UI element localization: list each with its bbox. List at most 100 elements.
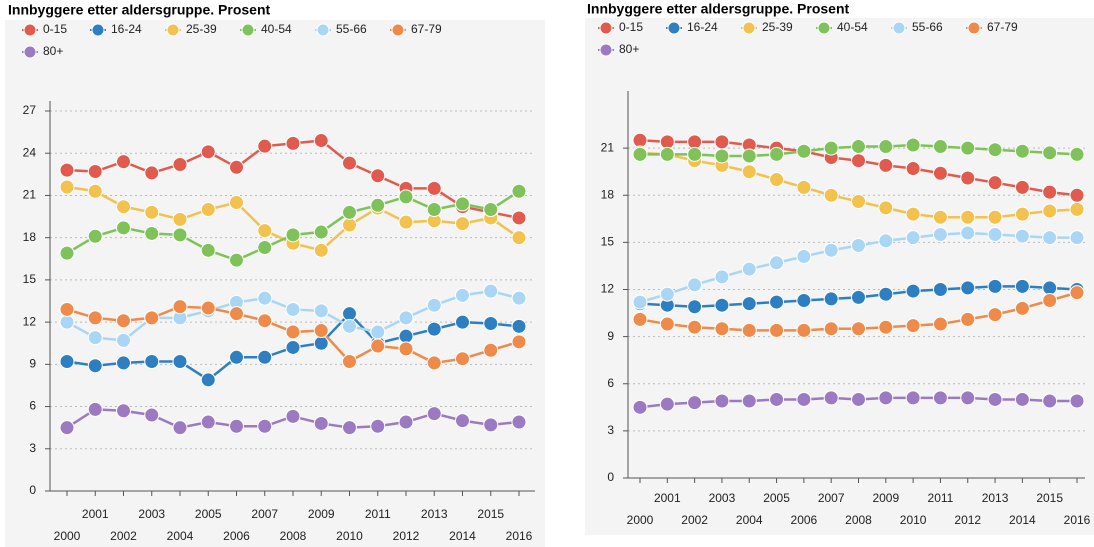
data-point — [398, 414, 414, 430]
data-point — [960, 280, 976, 296]
legend-marker — [599, 43, 613, 57]
legend-marker — [23, 23, 37, 37]
x-tick-label: 2014 — [1009, 513, 1036, 527]
data-point — [172, 156, 188, 172]
data-point — [714, 393, 730, 409]
data-point — [172, 420, 188, 436]
data-point — [632, 311, 648, 327]
legend-marker — [316, 23, 330, 37]
y-tick-label: 6 — [607, 376, 614, 390]
legend-marker — [166, 23, 180, 37]
data-point — [905, 318, 921, 334]
data-point — [687, 134, 703, 150]
data-point — [796, 179, 812, 195]
data-point — [398, 214, 414, 230]
data-point — [851, 391, 866, 407]
data-point — [116, 313, 131, 329]
data-point — [172, 227, 188, 243]
data-point — [370, 324, 386, 340]
data-point — [229, 349, 244, 365]
y-tick-label: 12 — [23, 314, 37, 328]
data-point — [823, 321, 839, 337]
y-tick-label: 9 — [607, 329, 614, 343]
x-tick-label: 2007 — [251, 507, 278, 521]
data-point — [741, 148, 757, 164]
data-point — [987, 278, 1003, 294]
data-point — [200, 202, 216, 218]
data-point — [960, 209, 976, 225]
data-point — [932, 390, 948, 406]
y-tick-label: 12 — [601, 282, 615, 296]
x-tick-label: 2016 — [1064, 513, 1091, 527]
data-point — [987, 175, 1003, 191]
data-point — [851, 194, 866, 210]
data-point — [342, 354, 357, 370]
data-point — [144, 354, 160, 370]
data-point — [87, 401, 103, 417]
data-point — [172, 211, 188, 227]
x-tick-label: 2007 — [818, 491, 845, 505]
data-point — [200, 144, 216, 160]
data-point — [851, 238, 866, 254]
data-point — [632, 399, 648, 415]
data-point — [285, 324, 301, 340]
data-point — [796, 143, 812, 159]
legend-label: 25-39 — [762, 20, 793, 34]
data-point — [796, 322, 812, 338]
data-point — [1014, 300, 1030, 316]
legend-label: 67-79 — [987, 20, 1018, 34]
panel-bg — [5, 20, 545, 547]
x-tick-label: 2002 — [110, 529, 137, 543]
x-tick-label: 2001 — [82, 507, 109, 521]
data-point — [823, 187, 839, 203]
legend-marker — [667, 21, 681, 35]
data-point — [769, 146, 785, 162]
data-point — [511, 414, 527, 430]
data-point — [398, 189, 414, 205]
data-point — [823, 390, 839, 406]
data-point — [1014, 143, 1030, 159]
data-point — [342, 420, 357, 436]
data-point — [87, 358, 103, 374]
data-point — [229, 252, 244, 268]
x-tick-label: 2006 — [791, 513, 818, 527]
data-point — [313, 415, 329, 431]
chart-title: Innbyggere etter aldersgruppe. Prosent — [587, 1, 850, 17]
data-point — [200, 300, 216, 316]
data-point — [905, 230, 921, 246]
x-tick-label: 2011 — [365, 507, 391, 521]
data-point — [960, 225, 976, 241]
legend-marker — [391, 23, 405, 37]
data-point — [714, 148, 730, 164]
x-tick-label: 2016 — [506, 529, 533, 543]
x-tick-label: 2014 — [449, 529, 476, 543]
data-point — [511, 230, 527, 246]
data-point — [878, 286, 894, 302]
data-point — [313, 323, 329, 339]
data-point — [960, 140, 976, 156]
legend-marker — [241, 23, 255, 37]
data-point — [455, 314, 470, 330]
data-point — [257, 138, 273, 154]
data-point — [851, 289, 866, 305]
y-tick-label: 0 — [29, 483, 36, 497]
data-point — [59, 245, 75, 261]
data-point — [823, 140, 839, 156]
data-point — [687, 319, 703, 335]
data-point — [342, 155, 357, 171]
data-point — [932, 316, 948, 332]
data-point — [483, 417, 499, 433]
data-point — [144, 225, 160, 241]
x-tick-label: 2006 — [223, 529, 250, 543]
data-point — [987, 209, 1003, 225]
data-point — [370, 168, 386, 184]
data-point — [257, 223, 273, 239]
data-point — [511, 290, 527, 306]
data-point — [1069, 187, 1085, 203]
data-point — [714, 297, 730, 313]
data-point — [1069, 285, 1085, 301]
legend-label: 16-24 — [687, 20, 718, 34]
data-point — [905, 390, 921, 406]
data-point — [200, 242, 216, 258]
data-point — [878, 390, 894, 406]
